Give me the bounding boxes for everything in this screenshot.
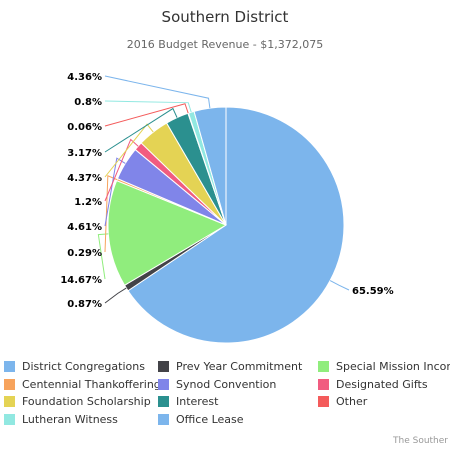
legend-label: Office Lease: [176, 413, 244, 426]
pie-slice-special-mission-income[interactable]: [107, 179, 228, 286]
chart-subtitle: 2016 Budget Revenue - $1,372,075: [127, 38, 323, 51]
data-label-foundation-scholarship: 4.37%: [67, 173, 102, 184]
legend-swatch: [158, 379, 169, 390]
chart-credit: The Souther: [392, 436, 448, 446]
data-labels: 65.59% 0.87% 14.67% 0.29% 4.61% 1.2% 4.37% 3.17…: [60, 72, 393, 310]
legend-label: Prev Year Commitment: [176, 360, 303, 373]
pie-slice-district-congregations[interactable]: [127, 106, 345, 344]
legend-item-special-mission-income[interactable]: Special Mission Income: [318, 360, 450, 373]
data-label-district-congregations: 65.59%: [352, 286, 394, 297]
legend-label: Centennial Thankoffering: [22, 378, 161, 391]
connector-office-lease: [104, 75, 211, 109]
legend-swatch: [158, 414, 169, 425]
legend-swatch: [158, 361, 169, 372]
legend-label: Interest: [176, 395, 219, 408]
connector-interest: [104, 107, 178, 153]
legend-swatch: [158, 396, 169, 407]
legend-label: Other: [336, 395, 368, 408]
legend-label: Foundation Scholarship: [22, 395, 151, 408]
chart-title: Southern District: [162, 8, 289, 26]
data-label-prev-year-commitment: 0.87%: [67, 299, 102, 310]
legend-swatch: [318, 396, 329, 407]
label-connectors: [97, 75, 350, 304]
data-label-office-lease: 4.36%: [67, 72, 102, 83]
connector-foundation-scholarship: [104, 123, 154, 178]
connector-synod-convention: [104, 157, 126, 227]
legend-item-office-lease[interactable]: Office Lease: [158, 413, 244, 426]
data-label-designated-gifts: 1.2%: [74, 197, 102, 208]
legend-label: Lutheran Witness: [22, 413, 118, 426]
connector-other: [104, 103, 189, 127]
data-label-synod-convention: 4.61%: [67, 222, 102, 233]
data-label-other: 0.06%: [67, 122, 102, 133]
legend-item-synod-convention[interactable]: Synod Convention: [158, 378, 276, 391]
legend-label: Synod Convention: [176, 378, 276, 391]
legend-swatch: [318, 379, 329, 390]
legend-item-centennial-thankoffering[interactable]: Centennial Thankoffering: [4, 378, 161, 391]
data-label-centennial-thankoffering: 0.29%: [67, 248, 102, 259]
legend-item-foundation-scholarship[interactable]: Foundation Scholarship: [4, 395, 151, 408]
legend: District Congregations Prev Year Commitme…: [4, 360, 450, 426]
legend-label: Special Mission Income: [336, 360, 450, 373]
legend-swatch: [318, 361, 329, 372]
legend-label: Designated Gifts: [336, 378, 428, 391]
legend-item-other[interactable]: Other: [318, 395, 368, 408]
legend-item-lutheran-witness[interactable]: Lutheran Witness: [4, 413, 118, 426]
legend-swatch: [4, 379, 15, 390]
data-label-interest: 3.17%: [67, 148, 102, 159]
legend-swatch: [4, 361, 15, 372]
legend-swatch: [4, 396, 15, 407]
connector-special-mission-income: [97, 233, 109, 280]
legend-swatch: [4, 414, 15, 425]
legend-item-interest[interactable]: Interest: [158, 395, 219, 408]
data-label-lutheran-witness: 0.8%: [74, 97, 102, 108]
legend-item-district-congregations[interactable]: District Congregations: [4, 360, 145, 373]
connector-lutheran-witness: [104, 100, 192, 113]
connector-district-congregations: [329, 280, 350, 291]
connector-prev-year-commitment: [104, 287, 127, 304]
legend-label: District Congregations: [22, 360, 145, 373]
data-label-special-mission-income: 14.67%: [60, 275, 102, 286]
legend-item-designated-gifts[interactable]: Designated Gifts: [318, 378, 428, 391]
legend-item-prev-year-commitment[interactable]: Prev Year Commitment: [158, 360, 303, 373]
pie-slices: [107, 106, 345, 344]
connector-designated-gifts: [104, 138, 139, 202]
